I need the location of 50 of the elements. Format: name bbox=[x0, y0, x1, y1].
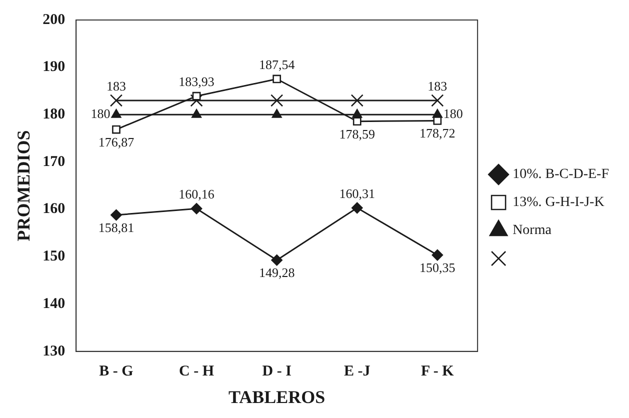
data-label: 178,59 bbox=[339, 126, 375, 142]
data-label: 183,93 bbox=[178, 74, 214, 89]
data-label: 180 bbox=[443, 106, 463, 122]
point bbox=[350, 94, 364, 107]
point bbox=[352, 109, 362, 118]
data-label: 183 bbox=[106, 78, 126, 94]
point bbox=[111, 109, 122, 118]
y-tick-label: 150 bbox=[42, 248, 66, 265]
point bbox=[190, 202, 202, 214]
data-label: 158,81 bbox=[98, 220, 134, 235]
x-tick-label: B - G bbox=[99, 363, 134, 380]
point bbox=[272, 109, 282, 118]
x-tick-label: E -J bbox=[344, 363, 371, 380]
point bbox=[110, 94, 123, 107]
point bbox=[192, 92, 201, 100]
point bbox=[192, 109, 202, 118]
data-label: 183 bbox=[428, 78, 448, 94]
data-label: 180 bbox=[90, 106, 110, 122]
legend-label: 13%. G-H-I-J-K bbox=[512, 195, 604, 210]
y-tick-label: 200 bbox=[42, 12, 66, 28]
x-axis-title: TABLEROS bbox=[228, 386, 326, 407]
x-tick-label: D - I bbox=[262, 363, 292, 380]
y-tick-label: 170 bbox=[42, 154, 66, 170]
data-label: 176,87 bbox=[98, 134, 135, 150]
data-label: 160,31 bbox=[339, 186, 375, 201]
point bbox=[272, 74, 282, 84]
data-label: 150,35 bbox=[420, 260, 456, 275]
point bbox=[432, 249, 444, 261]
point bbox=[271, 254, 282, 266]
x-tick-label: C - H bbox=[179, 363, 214, 380]
data-label: 149,28 bbox=[258, 265, 295, 280]
point bbox=[431, 94, 444, 107]
legend-label: 10%. B-C-D-E-F bbox=[512, 167, 610, 182]
y-tick-label: 190 bbox=[42, 59, 66, 76]
y-tick-label: 130 bbox=[42, 343, 66, 360]
legend-label: Norma bbox=[512, 223, 552, 238]
y-tick-label: 160 bbox=[42, 201, 66, 218]
point bbox=[110, 209, 122, 221]
point bbox=[270, 94, 284, 107]
data-label: 178,72 bbox=[420, 126, 456, 141]
point bbox=[433, 116, 442, 125]
point bbox=[112, 125, 120, 134]
data-label: 187,54 bbox=[258, 56, 296, 72]
data-label: 160,16 bbox=[178, 186, 215, 202]
y-tick-label: 140 bbox=[42, 296, 66, 312]
y-axis-title: PROMEDIOS bbox=[13, 130, 34, 242]
point bbox=[351, 202, 363, 214]
x-tick-label: F - K bbox=[421, 363, 454, 380]
point bbox=[352, 117, 362, 126]
y-tick-label: 180 bbox=[42, 106, 66, 123]
